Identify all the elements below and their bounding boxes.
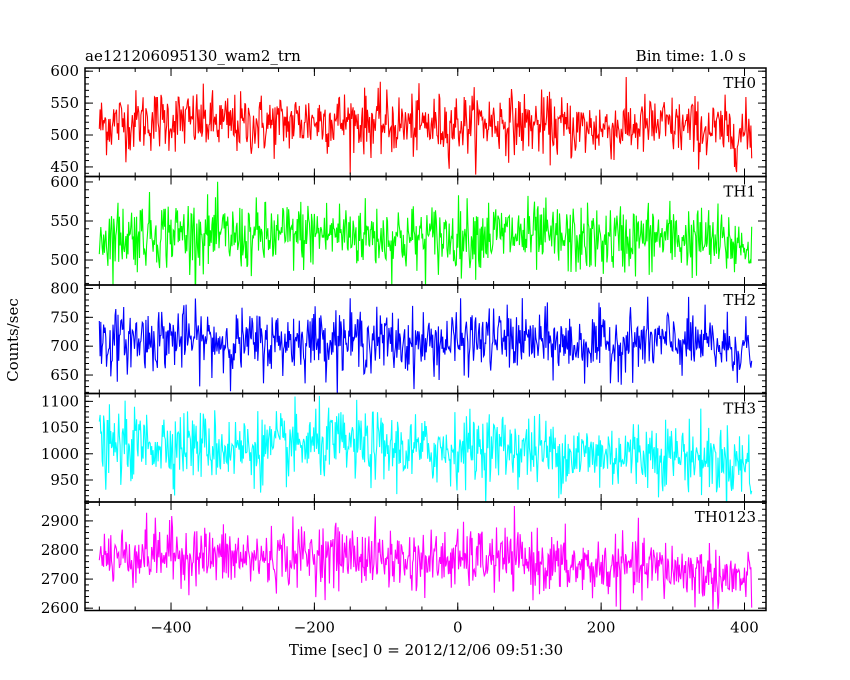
y-tick-label: 500 [50,251,79,269]
x-tick-label: 200 [587,619,616,637]
y-tick-label: 1000 [41,445,79,463]
y-tick-label: 600 [50,62,79,80]
series-line-th0 [98,76,753,175]
panel-label-th3: TH3 [723,400,756,418]
panel-th1: 500 550 600 TH1 [50,173,767,286]
series-line-th1 [98,181,753,285]
y-tick-label: 500 [50,126,79,144]
y-tick-label: 650 [50,366,79,384]
panel-label-th0123: TH0123 [695,508,756,526]
y-tick-label: 750 [50,308,79,326]
panels-group: 450 500 550 600 TH0 500 550 600 TH1 650 700 750 800 T… [41,62,767,617]
y-axis-label: Counts/sec [4,298,22,382]
x-tick-label: −200 [294,619,335,637]
y-tick-label: 550 [50,94,79,112]
panel-label-th2: TH2 [723,291,756,309]
panel-th0123: 2600 2700 2800 2900 TH0123 [41,501,767,617]
y-tick-label: 600 [50,173,79,191]
series-line-th3 [98,395,753,502]
panel-label-th1: TH1 [723,183,756,201]
y-tick-label: 2600 [41,599,79,617]
y-tick-label: 1050 [41,419,79,437]
series-line-th2 [98,296,753,394]
y-tick-label: 700 [50,337,79,355]
panel-th3: 950 1000 1050 1100 TH3 [41,392,767,503]
y-tick-label: 1100 [41,392,79,410]
panel-label-th0: TH0 [723,74,756,92]
y-tick-label: 2900 [41,512,79,530]
bin-time-label: Bin time: 1.0 s [636,47,746,65]
y-tick-label: 2800 [41,541,79,559]
series-line-th0123 [98,505,753,611]
x-axis: −400 −200 0 200 400 [150,619,758,637]
y-tick-label: 950 [50,471,79,489]
x-tick-label: 400 [730,619,759,637]
panel-th0: 450 500 550 600 TH0 [50,62,767,178]
chart-title: ae121206095130_wam2_trn [85,47,301,65]
y-tick-label: 550 [50,212,79,230]
y-tick-label: 2700 [41,570,79,588]
x-tick-label: 0 [453,619,463,637]
y-tick-label: 450 [50,158,79,176]
panel-th2: 650 700 750 800 TH2 [50,279,767,395]
x-axis-label: Time [sec] 0 = 2012/12/06 09:51:30 [289,641,563,659]
x-tick-label: −400 [150,619,191,637]
y-tick-label: 800 [50,279,79,297]
